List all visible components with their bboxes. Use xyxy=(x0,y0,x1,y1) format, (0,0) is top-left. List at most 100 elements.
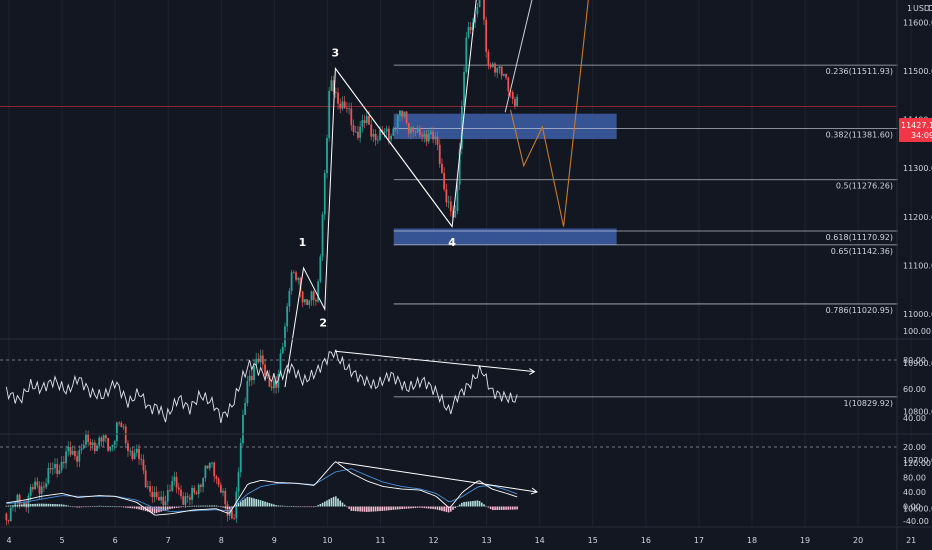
elliott-wave-drawing[interactable]: 12345 xyxy=(284,0,590,388)
fib-level-label: 0.382(11381.60) xyxy=(826,131,893,140)
macd-histogram-bar xyxy=(189,506,191,507)
macd-histogram-bar xyxy=(432,506,434,510)
candle-body xyxy=(237,472,240,492)
macd-histogram-bar xyxy=(337,498,339,507)
currency-label[interactable]: USDT xyxy=(913,4,932,13)
currency-header[interactable]: 1 USDT D xyxy=(907,4,932,13)
macd-line xyxy=(6,461,518,516)
candle-body xyxy=(120,422,123,428)
candle-body xyxy=(310,291,313,301)
macd-histogram-bar xyxy=(478,500,481,507)
candle-body xyxy=(383,131,386,134)
x-tick-label: 12 xyxy=(428,536,438,545)
candle-body xyxy=(138,448,140,460)
macd-histogram-bar xyxy=(461,502,463,507)
macd-histogram-bar xyxy=(456,506,459,507)
candle-body xyxy=(270,386,273,389)
candle-body xyxy=(242,414,244,444)
candle-body xyxy=(257,358,260,363)
macd-histogram-bar xyxy=(211,505,213,507)
fib-open-paren: ( xyxy=(849,67,852,76)
projection-alt-path xyxy=(509,0,589,227)
candle-body xyxy=(96,445,98,452)
candle-body xyxy=(144,470,147,488)
macd-histogram-bar xyxy=(58,504,61,507)
candle-body xyxy=(56,464,59,474)
candle-body xyxy=(140,459,143,460)
macd-histogram-bar xyxy=(222,506,224,508)
macd-histogram-bar xyxy=(113,506,116,508)
rsi-divergence-line xyxy=(335,350,535,373)
candle-body xyxy=(449,201,452,212)
candle-body xyxy=(354,131,357,133)
macd-histogram-bar xyxy=(65,505,67,507)
macd-histogram-bar xyxy=(56,504,59,507)
macd-histogram-bar xyxy=(372,506,375,512)
macd-tick-label: 80.00 xyxy=(903,473,926,482)
rsi-tick-label: 80.00 xyxy=(903,356,926,365)
macd-histogram-bar xyxy=(253,498,255,507)
macd-histogram-bar xyxy=(447,506,450,513)
candle-body xyxy=(387,128,390,140)
macd-histogram-bar xyxy=(288,506,291,507)
price-tick-label: 11500.00 xyxy=(903,67,932,76)
macd-histogram-bar xyxy=(54,504,56,507)
current-price-label: 11427.10 34:09 xyxy=(899,118,932,142)
candle-body xyxy=(407,123,410,134)
candle-body xyxy=(498,66,501,69)
candle-body xyxy=(399,110,401,116)
fib-level-label: 0.5(11276.26) xyxy=(836,182,893,191)
candle-body xyxy=(390,135,393,140)
rsi-line xyxy=(5,349,518,424)
macd-histogram-bar xyxy=(147,506,149,512)
macd-histogram-bar xyxy=(454,506,457,509)
candle-body xyxy=(151,491,154,498)
macd-histogram-bar xyxy=(498,506,501,510)
scale-marker: 1 xyxy=(907,4,912,13)
macd-histogram-bar xyxy=(348,506,350,509)
macd-histogram-bar xyxy=(202,505,204,507)
candle-body xyxy=(332,80,335,93)
candle-body xyxy=(363,120,366,124)
candle-body xyxy=(401,110,404,117)
macd-histogram-bar xyxy=(346,506,348,508)
rsi-panel xyxy=(0,349,897,448)
candle-body xyxy=(62,461,65,464)
fibonacci-retracement[interactable]: 0(11722.60)0.236(11511.93)0.382(11381.60… xyxy=(0,0,898,408)
x-tick-label: 11 xyxy=(375,536,385,545)
candle-body xyxy=(334,92,337,93)
fib-open-paren: ( xyxy=(849,247,852,256)
macd-histogram-bar xyxy=(242,500,244,507)
fib-open-paren: ( xyxy=(849,306,852,315)
macd-histogram-bar xyxy=(383,506,386,511)
candle-body xyxy=(312,291,315,300)
candle-body xyxy=(427,134,430,142)
candle-body xyxy=(494,63,496,73)
macd-histogram-bar xyxy=(419,506,421,508)
candle-body xyxy=(239,443,242,473)
price-countdown: 34:09 xyxy=(911,131,932,140)
price-tick-label: 11100.00 xyxy=(903,261,932,270)
fib-ratio: 0.786 xyxy=(826,306,849,315)
macd-histogram-bar xyxy=(78,506,81,508)
candle-body xyxy=(430,131,432,135)
macd-histogram-bar xyxy=(396,506,399,510)
fib-price: 11020.95 xyxy=(852,306,890,315)
candle-body xyxy=(348,108,350,110)
candle-body xyxy=(516,96,519,107)
macd-histogram-bar xyxy=(217,506,220,507)
macd-histogram-bar xyxy=(277,505,280,507)
macd-histogram-bar xyxy=(133,506,136,509)
macd-histogram-bar xyxy=(204,505,207,507)
x-tick-label: 10 xyxy=(322,536,332,545)
macd-histogram-bar xyxy=(438,506,441,511)
x-tick-label: 6 xyxy=(113,536,118,545)
macd-histogram-bar xyxy=(186,506,189,507)
macd-histogram-bar xyxy=(286,506,288,507)
candle-body xyxy=(142,459,145,471)
macd-histogram-bar xyxy=(405,506,408,509)
grid xyxy=(8,0,912,527)
macd-histogram-bar xyxy=(76,506,78,508)
